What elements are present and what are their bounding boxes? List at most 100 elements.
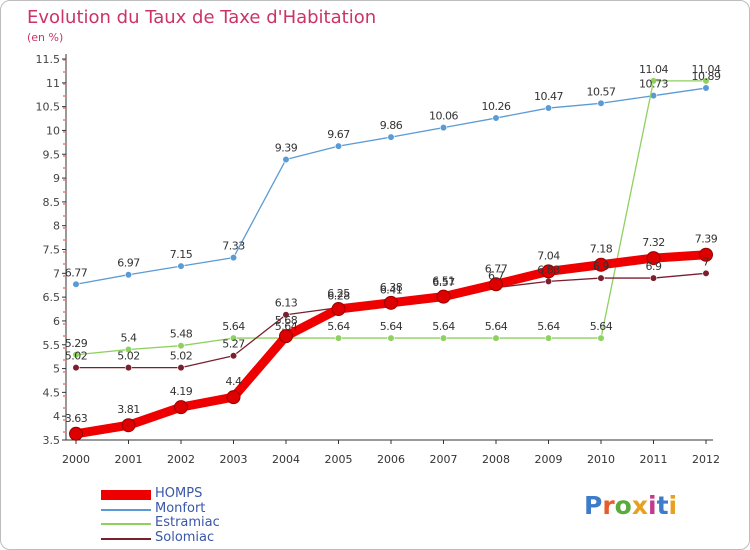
data-label: 6.7 — [488, 270, 504, 283]
data-label: 4.4 — [226, 375, 242, 388]
data-point — [387, 133, 395, 141]
data-label: 6.25 — [327, 287, 350, 300]
data-point — [702, 84, 710, 92]
data-point — [492, 334, 500, 342]
y-tick-label: 6 — [53, 315, 60, 328]
data-label: 5.64 — [327, 320, 350, 333]
legend-label: Monfort — [155, 501, 206, 516]
data-point — [436, 289, 451, 304]
data-label: 11.04 — [692, 63, 721, 76]
brand-letter: x — [631, 491, 648, 520]
legend-swatch — [101, 538, 151, 540]
data-point — [279, 329, 293, 344]
x-tick-label: 2009 — [535, 453, 563, 466]
data-point — [489, 277, 503, 292]
y-tick-label: 11 — [46, 77, 60, 90]
data-point — [387, 334, 395, 342]
legend-swatch — [101, 523, 151, 525]
data-point — [174, 400, 188, 415]
x-tick-label: 2011 — [640, 453, 668, 466]
data-point — [702, 77, 710, 85]
y-tick-label: 10.5 — [36, 101, 61, 114]
data-point — [124, 364, 133, 372]
data-label: 9.67 — [327, 128, 350, 141]
brand-logo: Proxiti — [584, 491, 677, 520]
data-point — [594, 257, 608, 272]
data-label: 5.64 — [485, 320, 508, 333]
data-point — [541, 264, 556, 279]
data-label: 10.06 — [429, 110, 458, 123]
data-point — [439, 123, 448, 132]
data-point — [226, 390, 241, 405]
x-tick-label: 2002 — [167, 453, 195, 466]
data-point — [597, 274, 605, 282]
y-tick-label: 10 — [46, 124, 60, 137]
data-point — [177, 364, 185, 372]
data-label: 3.81 — [117, 403, 140, 416]
data-point — [331, 302, 346, 317]
x-tick-label: 2006 — [377, 453, 405, 466]
y-tick-label: 5.5 — [43, 339, 61, 352]
brand-letter: r — [602, 491, 615, 520]
data-label: 9.86 — [380, 119, 403, 132]
data-point — [282, 311, 290, 319]
data-label: 7.04 — [537, 249, 560, 262]
data-point — [646, 251, 661, 266]
x-tick-label: 2008 — [482, 453, 510, 466]
data-label: 5.27 — [222, 338, 245, 351]
data-label: 5.29 — [65, 337, 88, 350]
x-tick-label: 2001 — [115, 453, 143, 466]
data-point — [282, 155, 290, 164]
brand-letter: P — [584, 491, 603, 520]
data-point — [544, 277, 553, 286]
y-tick-label: 8 — [53, 220, 60, 233]
x-tick-label: 2003 — [220, 453, 248, 466]
data-label: 5.4 — [121, 332, 137, 345]
legend-swatch — [101, 509, 151, 511]
y-tick-label: 11.5 — [36, 53, 61, 66]
data-label: 6.77 — [485, 262, 508, 275]
data-label: 6.83 — [537, 263, 560, 276]
data-label: 5.64 — [222, 320, 245, 333]
y-tick-label: 7.5 — [43, 244, 61, 257]
legend-swatch — [101, 490, 151, 500]
y-tick-label: 3.5 — [43, 434, 61, 447]
data-point — [69, 426, 83, 441]
data-label: 6.41 — [380, 283, 403, 296]
y-tick-label: 7 — [53, 267, 60, 280]
x-tick-label: 2004 — [272, 453, 300, 466]
data-point — [492, 114, 500, 122]
x-tick-label: 2007 — [430, 453, 458, 466]
data-label: 5.64 — [380, 320, 403, 333]
data-label: 5.02 — [117, 350, 140, 363]
data-point — [699, 247, 713, 262]
data-label: 6.57 — [432, 276, 455, 289]
data-point — [544, 334, 553, 342]
data-point — [124, 345, 133, 354]
data-point — [121, 418, 136, 433]
legend-label: Estramiac — [155, 515, 220, 530]
chart-title: Evolution du Taux de Taxe d'Habitation — [27, 7, 377, 28]
data-point — [334, 334, 343, 342]
data-label: 7.32 — [642, 236, 665, 249]
data-label: 5.64 — [590, 320, 613, 333]
y-tick-label: 6.5 — [43, 291, 61, 304]
brand-letter: o — [614, 491, 632, 520]
brand-letter: i — [668, 491, 678, 520]
data-point — [597, 99, 605, 107]
x-tick-label: 2010 — [587, 453, 615, 466]
data-label: 6.51 — [432, 275, 455, 288]
data-label: 6.9 — [646, 260, 662, 273]
data-label: 5.48 — [170, 328, 193, 341]
x-tick-label: 2000 — [62, 453, 90, 466]
legend-label: HOMPS — [155, 486, 203, 501]
y-tick-label: 4 — [53, 410, 60, 423]
data-point — [124, 271, 133, 279]
data-point — [649, 274, 658, 282]
y-tick-label: 5 — [53, 363, 60, 376]
x-tick-label: 2005 — [325, 453, 353, 466]
data-label: 10.73 — [639, 78, 668, 91]
chart-subtitle: (en %) — [27, 31, 64, 44]
